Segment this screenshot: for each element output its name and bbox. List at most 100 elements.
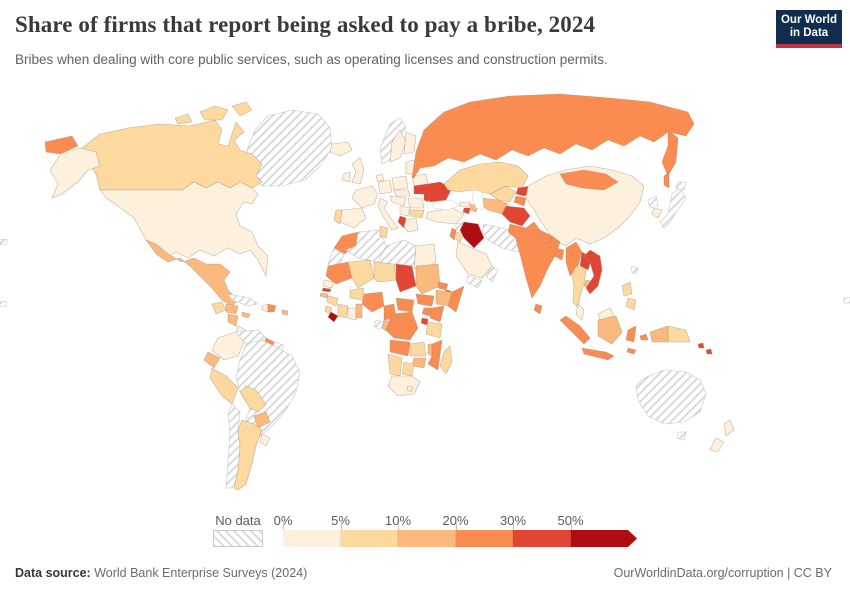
country-chad[interactable] (395, 263, 417, 293)
country-guatemala[interactable] (211, 301, 227, 315)
country-gabon[interactable] (373, 319, 385, 331)
country-uzbekistan[interactable] (489, 185, 517, 203)
country-guinea-bissau[interactable] (319, 292, 329, 299)
country-austria-hungary[interactable] (389, 195, 407, 207)
country-haiti[interactable] (261, 303, 269, 313)
country-sweden[interactable] (389, 129, 407, 163)
country-lesotho[interactable] (406, 385, 414, 393)
country-moldova[interactable] (423, 193, 431, 203)
country-borneo-indonesia[interactable] (597, 315, 623, 345)
country-ukraine[interactable] (413, 181, 453, 203)
country-georgia[interactable] (459, 201, 471, 208)
country-united-states[interactable] (99, 181, 269, 277)
footer-credit-link[interactable]: OurWorldinData.org/corruption | CC BY (613, 566, 832, 580)
country-rwanda-burundi[interactable] (420, 317, 429, 326)
country-bulgaria[interactable] (409, 209, 425, 219)
country-south-korea[interactable] (651, 207, 663, 219)
country-peru[interactable] (209, 367, 239, 405)
country-new-zealand[interactable] (723, 419, 735, 437)
country-mauritania[interactable] (325, 261, 353, 285)
country-philippines[interactable] (621, 281, 633, 297)
country-germany[interactable] (377, 179, 393, 195)
country-new-zealand[interactable] (709, 437, 725, 453)
country-thailand[interactable] (571, 265, 587, 309)
country-afghanistan[interactable] (501, 205, 531, 227)
country-greenland[interactable] (246, 109, 333, 187)
country-bolivia[interactable] (239, 385, 267, 413)
country-mongolia[interactable] (559, 169, 619, 191)
country-senegal[interactable] (322, 279, 335, 289)
country-france[interactable] (351, 185, 379, 209)
country-sulawesi[interactable] (625, 325, 637, 343)
country-puerto-rico[interactable] (281, 309, 289, 316)
country-russia[interactable] (411, 93, 695, 179)
country-solomon-islands[interactable] (705, 348, 713, 355)
country-sumatra[interactable] (559, 315, 591, 345)
country-ivory-coast[interactable] (337, 303, 349, 319)
legend-no-data-swatch[interactable] (213, 530, 263, 547)
country-south-africa[interactable] (387, 375, 421, 397)
owid-logo[interactable]: Our World in Data (776, 10, 842, 48)
country-spain[interactable] (339, 207, 367, 229)
country-russia-sakhalin[interactable] (663, 171, 670, 189)
country-sri-lanka[interactable] (533, 303, 543, 315)
country-sudan[interactable] (415, 263, 441, 295)
country-solomon-islands[interactable] (697, 342, 705, 349)
country-eritrea[interactable] (437, 281, 449, 291)
country-canada-islands[interactable] (199, 105, 229, 121)
country-romania[interactable] (407, 197, 425, 209)
country-myanmar[interactable] (565, 241, 583, 277)
legend-bin-b0[interactable] (283, 530, 341, 547)
country-philippines[interactable] (625, 297, 637, 311)
country-zimbabwe[interactable] (411, 357, 427, 369)
country-zambia[interactable] (409, 341, 427, 357)
country-tanzania[interactable] (425, 321, 443, 339)
country-canada[interactable] (81, 119, 263, 191)
country-malaysia[interactable] (575, 303, 585, 321)
country-finland[interactable] (403, 131, 417, 155)
country-vietnam[interactable] (583, 249, 603, 295)
legend-bin-b3[interactable] (455, 530, 513, 547)
country-armenia[interactable] (462, 207, 471, 215)
country-niger[interactable] (373, 261, 397, 283)
country-uganda[interactable] (421, 307, 433, 317)
country-russia-wrap[interactable] (44, 135, 79, 155)
country-iraq[interactable] (459, 221, 485, 249)
country-guinea[interactable] (326, 295, 339, 307)
legend-bin-b5[interactable] (571, 530, 638, 547)
country-drc[interactable] (385, 311, 419, 341)
country-bangladesh[interactable] (553, 247, 565, 261)
country-central-african-republic[interactable] (395, 297, 415, 313)
country-kenya[interactable] (429, 305, 445, 323)
country-japan[interactable] (659, 187, 687, 229)
country-angola[interactable] (389, 339, 411, 357)
country-nepal[interactable] (537, 235, 553, 245)
country-nicaragua[interactable] (227, 313, 239, 327)
country-serbia[interactable] (399, 205, 411, 217)
country-maluku[interactable] (639, 333, 649, 341)
country-madagascar[interactable] (439, 345, 453, 375)
legend-bin-b2[interactable] (398, 530, 456, 547)
country-iran[interactable] (481, 223, 525, 253)
country-north-korea[interactable] (647, 195, 659, 209)
country-burkina-faso[interactable] (349, 287, 365, 301)
country-india[interactable] (515, 229, 561, 299)
country-saudi-arabia[interactable] (455, 241, 493, 279)
world-map[interactable] (0, 90, 850, 514)
country-russia-kamchatka[interactable] (661, 129, 679, 177)
country-somalia[interactable] (447, 285, 465, 313)
country-australia[interactable] (635, 369, 707, 425)
country-argentina[interactable] (233, 419, 263, 491)
country-greece[interactable] (403, 217, 419, 233)
country-czechia-slovakia[interactable] (393, 189, 411, 197)
country-iceland[interactable] (329, 141, 353, 157)
country-portugal[interactable] (333, 209, 343, 225)
legend-bin-b1[interactable] (340, 530, 398, 547)
country-uk[interactable] (351, 157, 365, 185)
country-nigeria[interactable] (361, 291, 385, 313)
country-lesser-sunda[interactable] (626, 347, 637, 355)
country-japan-hokkaido[interactable] (675, 181, 687, 191)
country-poland[interactable] (391, 175, 409, 191)
legend-bin-b4[interactable] (513, 530, 571, 547)
country-jamaica[interactable] (241, 311, 251, 319)
